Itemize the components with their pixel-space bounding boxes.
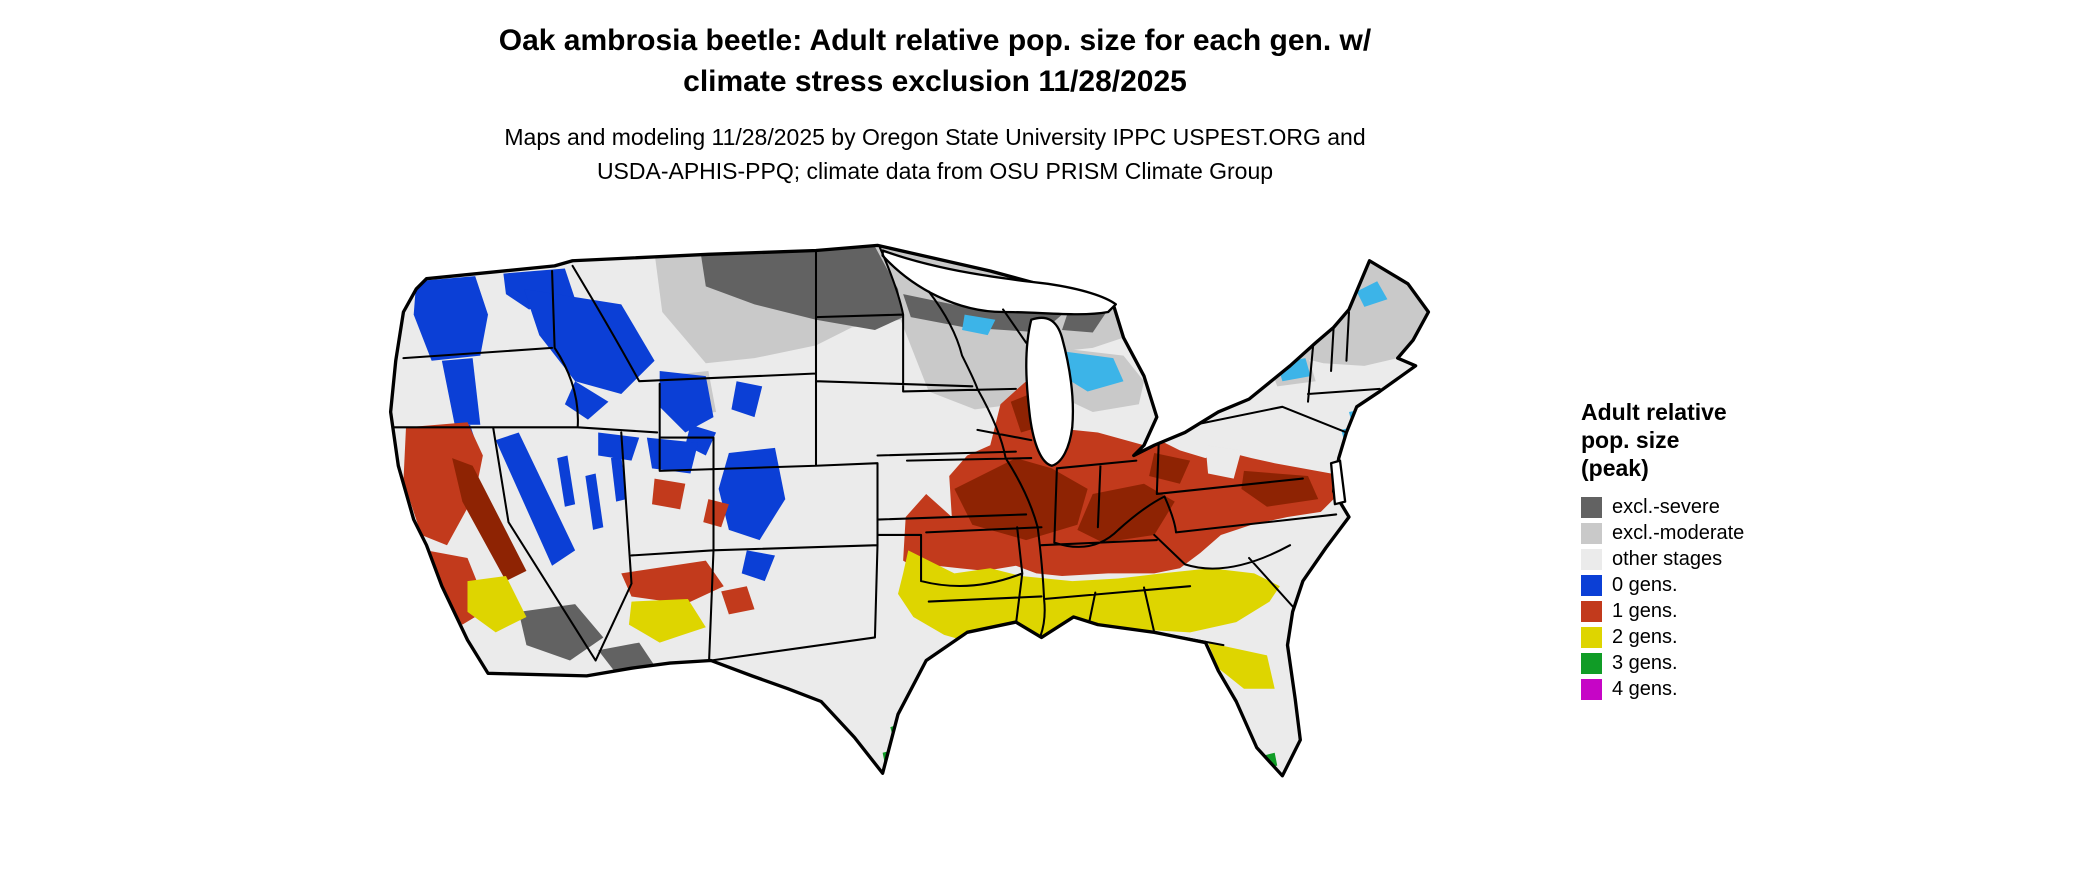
legend-swatch-excl-severe (1581, 496, 1602, 518)
legend-swatch-excl-moderate (1581, 522, 1602, 544)
lake-superior (881, 249, 1117, 316)
map-title: Oak ambrosia beetle: Adult relative pop.… (0, 20, 1870, 102)
legend-row-4-gens: 4 gens. (1581, 676, 1821, 702)
legend-label-2-gens: 2 gens. (1612, 625, 1678, 648)
great-lakes (881, 249, 1347, 506)
legend-swatch-other-stages (1581, 548, 1602, 570)
legend-row-2-gens: 2 gens. (1581, 624, 1821, 650)
map-subtitle: Maps and modeling 11/28/2025 by Oregon S… (0, 120, 1870, 188)
us-map (324, 232, 1554, 884)
legend-swatch-0-gens (1581, 574, 1602, 596)
legend-row-excl-severe: excl.-severe (1581, 494, 1821, 520)
legend-label-excl-moderate: excl.-moderate (1612, 521, 1745, 544)
legend-label-excl-severe: excl.-severe (1612, 495, 1720, 518)
region-3-gens (882, 724, 1278, 776)
legend-title: Adult relative pop. size (peak) (1581, 398, 1821, 482)
legend-title-line2: pop. size (1581, 427, 1680, 453)
legend-row-excl-moderate: excl.-moderate (1581, 520, 1821, 546)
legend-row-3-gens: 3 gens. (1581, 650, 1821, 676)
region-1-gens-core (452, 391, 1319, 582)
region-ridge-other (1205, 445, 1242, 479)
lake-michigan (1025, 316, 1075, 467)
legend: Adult relative pop. size (peak) excl.-se… (1581, 398, 1821, 702)
legend-row-0-gens: 0 gens. (1581, 572, 1821, 598)
legend-title-line3: (peak) (1581, 455, 1649, 481)
legend-label-other-stages: other stages (1612, 547, 1723, 570)
legend-label-0-gens: 0 gens. (1612, 573, 1678, 596)
state-boundaries (392, 246, 1381, 680)
region-excl-severe (518, 246, 1109, 674)
legend-swatch-2-gens (1581, 626, 1602, 648)
legend-swatch-3-gens (1581, 652, 1602, 674)
map-title-line2: climate stress exclusion 11/28/2025 (683, 65, 1187, 98)
legend-swatch-4-gens (1581, 678, 1602, 700)
legend-row-other-stages: other stages (1581, 546, 1821, 572)
legend-label-3-gens: 3 gens. (1612, 651, 1678, 674)
chesapeake-bay (1329, 459, 1347, 506)
legend-items: excl.-severe excl.-moderate other stages… (1581, 494, 1821, 702)
map-subtitle-line1: Maps and modeling 11/28/2025 by Oregon S… (504, 124, 1366, 150)
legend-label-4-gens: 4 gens. (1612, 677, 1678, 700)
us-map-svg (388, 243, 1431, 778)
legend-title-line1: Adult relative (1581, 399, 1727, 425)
map-subtitle-line2: USDA-APHIS-PPQ; climate data from OSU PR… (596, 158, 1274, 184)
legend-swatch-1-gens (1581, 600, 1602, 622)
legend-row-1-gens: 1 gens. (1581, 598, 1821, 624)
region-0-gens (413, 268, 786, 582)
map-title-line1: Oak ambrosia beetle: Adult relative pop.… (498, 24, 1372, 57)
legend-label-1-gens: 1 gens. (1612, 599, 1678, 622)
